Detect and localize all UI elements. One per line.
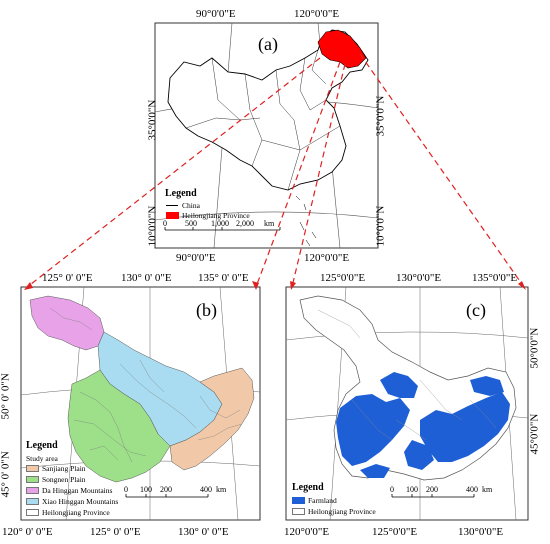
panel-c-legend-item-2: Heilongjiang Province bbox=[308, 507, 376, 516]
panel-b-legend-swatch-4 bbox=[26, 498, 39, 505]
panel-a-scale-0: 0 bbox=[163, 219, 167, 228]
panel-a-scale-1: 500 bbox=[185, 219, 197, 228]
china-outline bbox=[167, 29, 369, 191]
panel-a-legend-red-swatch bbox=[166, 212, 179, 219]
panel-b-left-coord-2: 45° 0' 0"N bbox=[0, 451, 12, 498]
panel-b-scale-2: 200 bbox=[160, 485, 172, 494]
panel-a-left-coord-2: 10°0'0"N bbox=[146, 205, 159, 247]
panel-c-bottom-coord-3: 130°0'0"E bbox=[458, 526, 504, 538]
region-sanjiang bbox=[169, 367, 255, 471]
farmland-layer bbox=[336, 372, 510, 478]
panel-c-scale-unit: km bbox=[482, 485, 493, 494]
panel-b-legend-item-4: Xiao Hinggan Mountains bbox=[42, 497, 119, 506]
china-province-lines bbox=[185, 49, 341, 191]
panel-a-bottom-coord-2: 120°0'0"E bbox=[304, 252, 350, 264]
panel-a-legend-title: Legend bbox=[165, 188, 197, 199]
scale-bars bbox=[125, 227, 475, 498]
panel-b-scale-3: 400 bbox=[200, 485, 212, 494]
south-sea-islands bbox=[295, 195, 317, 247]
panel-b-label: (b) bbox=[196, 300, 217, 320]
panel-b-bottom-coord-3: 130° 0' 0"E bbox=[178, 526, 229, 538]
panel-a-top-coord-1: 90°0'0"E bbox=[196, 8, 236, 20]
region-da-hinggan bbox=[29, 295, 105, 351]
panel-a-scale-2: 1,000 bbox=[211, 219, 229, 228]
panel-b-legend-title: Legend bbox=[26, 440, 58, 451]
panel-a-right-coord-1: 35°0'0"N bbox=[374, 95, 387, 137]
panel-b-legend-item-2: Songnen Plain bbox=[42, 475, 86, 484]
panel-b-scale-1: 100 bbox=[140, 485, 152, 494]
panel-c-scale-2: 200 bbox=[426, 485, 438, 494]
panel-b-left-coord-1: 50° 0' 0"N bbox=[0, 373, 12, 420]
panel-b-bottom-coord-1: 120° 0' 0"E bbox=[2, 526, 53, 538]
panel-c-label: (c) bbox=[466, 300, 486, 320]
heilongjiang-highlight bbox=[317, 29, 367, 69]
panel-c-county-lines bbox=[317, 309, 497, 441]
panel-b-legend-swatch-1 bbox=[26, 465, 39, 472]
panel-a-legend-item-2: Heilongjiang Province bbox=[182, 211, 250, 220]
panel-b-legend-swatch-3 bbox=[26, 487, 39, 494]
panel-c-legend-title: Legend bbox=[292, 482, 324, 493]
panel-b-legend-item-3: Da Hinggan Mountains bbox=[42, 486, 113, 495]
panel-b-legend-subtitle: Study area bbox=[26, 454, 58, 463]
panel-b-top-coord-2: 130° 0' 0"E bbox=[121, 272, 172, 284]
panel-c-scale-3: 400 bbox=[466, 485, 478, 494]
panel-c-frame bbox=[285, 286, 529, 521]
panel-b-county-lines bbox=[49, 307, 243, 463]
panel-c-top-coord-2: 130°0'0"E bbox=[396, 272, 442, 284]
panel-b-frame bbox=[20, 286, 261, 521]
leader-arrows bbox=[25, 53, 525, 289]
panel-b-legend-item-1: Sanjiang Plain bbox=[42, 464, 86, 473]
panel-a-label: (a) bbox=[258, 34, 278, 54]
panel-c-right-coord-2: 45°0'0"N bbox=[528, 413, 541, 455]
panel-b-legend-swatch-2 bbox=[26, 476, 39, 483]
panel-c-bottom-coord-2: 125°0'0"E bbox=[372, 526, 418, 538]
panel-a-legend-item-1: China bbox=[182, 201, 200, 210]
panel-b-legend-swatch-5 bbox=[26, 509, 39, 516]
panel-b-scale-unit: km bbox=[216, 485, 227, 494]
panel-a-scale-unit: km bbox=[264, 219, 275, 228]
panel-b-scale-0: 0 bbox=[124, 485, 128, 494]
region-songnen bbox=[67, 369, 171, 483]
panel-c-legend-swatch-1 bbox=[292, 497, 305, 504]
panel-b-top-coord-1: 125° 0' 0"E bbox=[42, 272, 93, 284]
panel-c-legend-item-1: Farmland bbox=[308, 496, 337, 505]
panel-c-bottom-coord-1: 120°0'0"E bbox=[284, 526, 330, 538]
panel-a-legend-line-swatch bbox=[166, 205, 178, 206]
panel-c-scale-1: 100 bbox=[406, 485, 418, 494]
panel-c-right-coord-1: 50°0'0"N bbox=[528, 327, 541, 369]
panel-b-top-coord-3: 135° 0' 0"E bbox=[198, 272, 249, 284]
panel-b-bottom-coord-2: 125° 0' 0"E bbox=[90, 526, 141, 538]
arrow-heads bbox=[24, 281, 526, 290]
panel-a-frame bbox=[154, 22, 379, 249]
panel-a-right-coord-2: 10°0'0"N bbox=[374, 205, 387, 247]
panel-a-top-coord-2: 120°0'0"E bbox=[294, 8, 340, 20]
panel-c-top-coord-1: 125°0'0"E bbox=[320, 272, 366, 284]
panel-a-scale-3: 2,000 bbox=[236, 219, 254, 228]
panel-b-legend-item-5: Heilongjiang Province bbox=[42, 508, 110, 517]
panel-c-legend-swatch-2 bbox=[292, 508, 305, 515]
panel-a-left-coord-1: 35°0'0"N bbox=[146, 99, 159, 141]
panel-c-top-coord-3: 135°0'0"E bbox=[472, 272, 518, 284]
panel-c-scale-0: 0 bbox=[390, 485, 394, 494]
panel-a-bottom-coord-1: 90°0'0"E bbox=[176, 252, 216, 264]
